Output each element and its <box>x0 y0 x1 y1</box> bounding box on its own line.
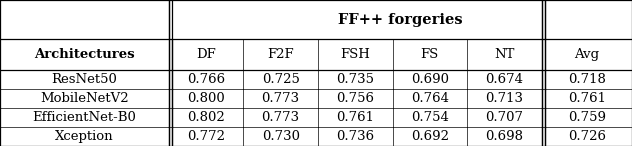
Text: Xception: Xception <box>55 130 114 143</box>
Text: 0.759: 0.759 <box>568 111 606 124</box>
Text: 0.707: 0.707 <box>485 111 523 124</box>
Text: 0.800: 0.800 <box>187 92 225 105</box>
Text: 0.773: 0.773 <box>262 92 300 105</box>
Text: 0.766: 0.766 <box>187 73 225 86</box>
Text: FS: FS <box>421 48 439 61</box>
Text: 0.802: 0.802 <box>187 111 225 124</box>
Text: 0.674: 0.674 <box>485 73 523 86</box>
Text: 0.692: 0.692 <box>411 130 449 143</box>
Text: F2F: F2F <box>267 48 294 61</box>
Text: 0.764: 0.764 <box>411 92 449 105</box>
Text: 0.735: 0.735 <box>336 73 374 86</box>
Text: 0.761: 0.761 <box>336 111 374 124</box>
Text: Architectures: Architectures <box>34 48 135 61</box>
Text: 0.698: 0.698 <box>485 130 523 143</box>
Text: 0.736: 0.736 <box>336 130 374 143</box>
Text: NT: NT <box>494 48 514 61</box>
Text: Avg: Avg <box>574 48 599 61</box>
Text: 0.718: 0.718 <box>568 73 606 86</box>
Text: 0.754: 0.754 <box>411 111 449 124</box>
Text: 0.761: 0.761 <box>568 92 606 105</box>
Text: FSH: FSH <box>340 48 370 61</box>
Text: 0.713: 0.713 <box>485 92 523 105</box>
Text: 0.690: 0.690 <box>411 73 449 86</box>
Text: DF: DF <box>196 48 216 61</box>
Text: 0.730: 0.730 <box>262 130 300 143</box>
Text: 0.772: 0.772 <box>187 130 225 143</box>
Text: MobileNetV2: MobileNetV2 <box>40 92 129 105</box>
Text: EfficientNet-B0: EfficientNet-B0 <box>32 111 137 124</box>
Text: 0.773: 0.773 <box>262 111 300 124</box>
Text: ResNet50: ResNet50 <box>51 73 118 86</box>
Text: 0.726: 0.726 <box>568 130 606 143</box>
Text: FF++ forgeries: FF++ forgeries <box>338 13 463 27</box>
Text: 0.756: 0.756 <box>336 92 374 105</box>
Text: 0.725: 0.725 <box>262 73 300 86</box>
